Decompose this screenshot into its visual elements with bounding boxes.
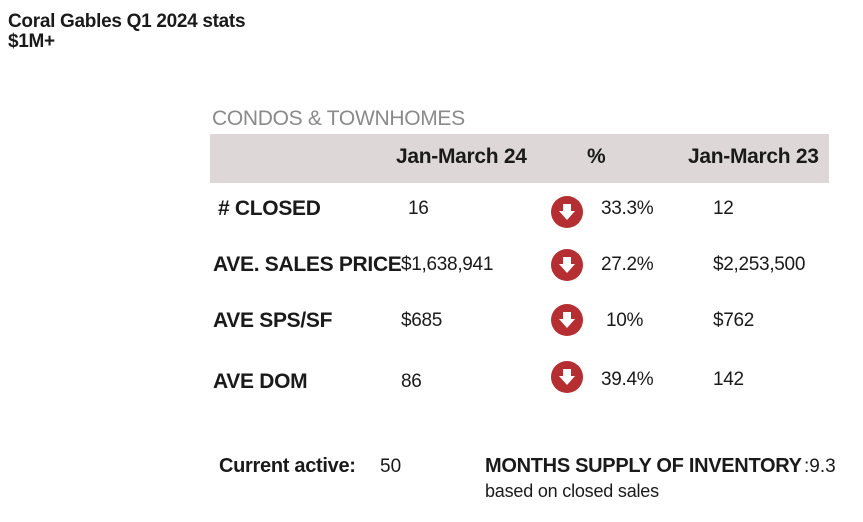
arrow-down-circle-icon (551, 249, 583, 281)
months-supply-note: based on closed sales (485, 481, 659, 501)
column-header-previous: Jan-March 23 (688, 145, 819, 168)
closed-previous-value: 12 (713, 198, 734, 219)
ave-dom-change-value: 39.4% (601, 369, 654, 390)
row-label-ave-sales-price: AVE. SALES PRICE (213, 253, 402, 276)
section-title: CONDOS & TOWNHOMES (212, 107, 465, 130)
arrow-down-circle-icon (551, 196, 583, 228)
closed-change-value: 33.3% (601, 198, 654, 219)
arrow-down-circle-icon (551, 361, 583, 393)
ave-sales-price-previous-value: $2,253,500 (713, 254, 806, 275)
ave-sps-sf-previous-value: $762 (713, 310, 755, 331)
page-subtitle: $1M+ (8, 31, 55, 52)
column-header-current: Jan-March 24 (396, 145, 527, 168)
months-supply-label: MONTHS SUPPLY OF INVENTORY (485, 455, 802, 477)
ave-sps-sf-current-value: $685 (401, 310, 443, 331)
row-label-closed: # CLOSED (218, 197, 321, 220)
months-supply-value: :9.3 (804, 456, 836, 477)
arrow-down-circle-icon (551, 304, 583, 336)
current-active-label: Current active: (219, 455, 356, 477)
row-label-ave-dom: AVE DOM (213, 370, 308, 393)
closed-current-value: 16 (408, 198, 429, 219)
current-active-value: 50 (380, 456, 402, 477)
ave-dom-current-value: 86 (401, 371, 422, 392)
ave-sps-sf-change-value: 10% (606, 310, 644, 331)
ave-sales-price-current-value: $1,638,941 (401, 254, 494, 275)
table-header-band (210, 134, 829, 183)
page-title: Coral Gables Q1 2024 stats (8, 11, 246, 32)
row-label-ave-sps-sf: AVE SPS/SF (213, 309, 333, 332)
ave-dom-previous-value: 142 (713, 369, 744, 390)
ave-sales-price-change-value: 27.2% (601, 254, 654, 275)
column-header-percent: % (587, 145, 606, 168)
